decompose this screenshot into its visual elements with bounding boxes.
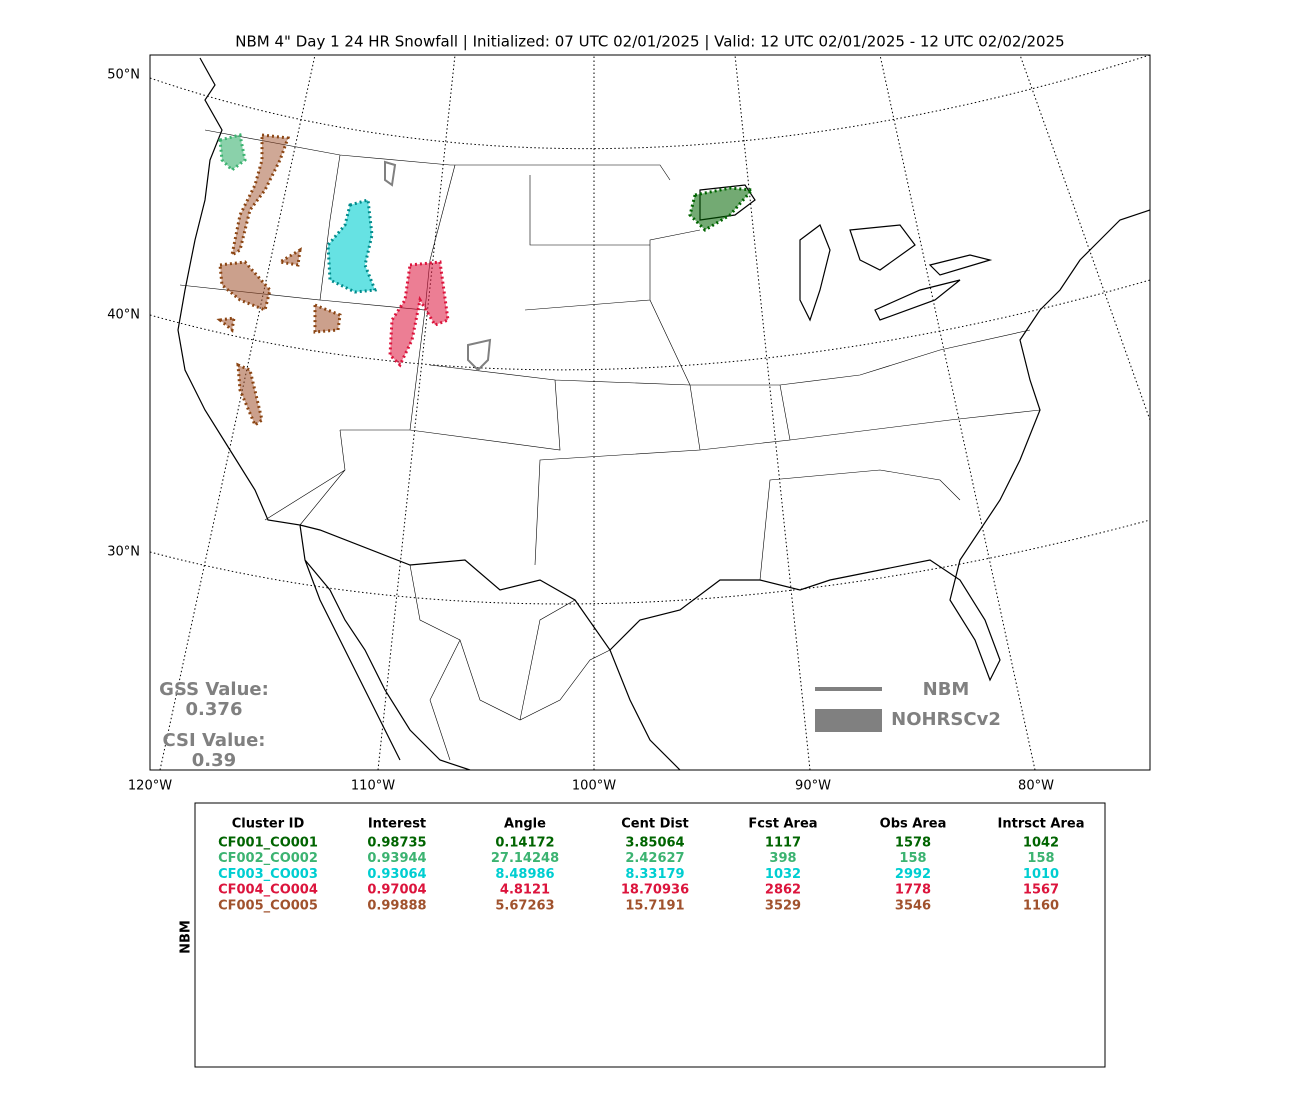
table-cell: 1032 [765,867,801,882]
table-cell: 1578 [895,836,931,851]
table-cell: 1778 [895,883,931,898]
cluster-1 [688,186,756,232]
lon-label: 90°W [795,779,831,794]
graticule [150,55,1150,770]
great-lakes [699,184,993,322]
table-cell: 4.8121 [500,883,550,898]
table-frame [194,802,1106,1068]
mexico-states [409,564,611,761]
column-header: Fcst Area [748,817,817,832]
cluster-5 [229,133,291,259]
coastline [177,57,1150,770]
cluster-3 [326,198,378,294]
table-cell: 1117 [765,836,801,851]
table-cell: CF002_CO002 [218,851,318,866]
map-frame [149,54,1151,771]
table-cell: CF001_CO001 [218,836,318,851]
legend-swatch [815,709,882,732]
lat-label: 40°N [107,308,140,323]
table-cell: 3.85064 [625,836,684,851]
table-cell: 158 [899,851,926,866]
table-cell: 18.70936 [621,883,689,898]
cluster-4 [388,260,450,368]
table-cell: 3546 [895,898,931,913]
table-cell: 1010 [1023,867,1059,882]
table-cell: CF003_CO003 [218,867,318,882]
gss-label: GSS Value: [159,679,269,700]
table-cell: 0.98735 [367,836,426,851]
table-cell: 158 [1027,851,1054,866]
table-cell: 15.7191 [625,898,684,913]
gss-value: 0.376 [186,699,243,720]
table-cell: 0.93944 [367,851,426,866]
table-cell: 8.48986 [495,867,554,882]
table-cell: 2.42627 [625,851,684,866]
column-header: Intrsct Area [998,817,1085,832]
map: 50°N 40°N 30°N 120°W 110°W 100°W 90°W 80°W GSS … [107,54,1151,794]
column-header: Cluster ID [232,817,305,832]
table-cell: 8.33179 [625,867,684,882]
csi-label: CSI Value: [163,730,266,751]
column-header: Angle [504,817,546,832]
table-cell: 2992 [895,867,931,882]
table-cell: 398 [769,851,796,866]
lon-label: 120°W [128,779,172,794]
legend-label: NBM [923,679,970,700]
cluster-2 [218,133,247,172]
snow-objects [216,133,756,428]
legend-label: NOHRSCv2 [891,709,1001,730]
column-header: Obs Area [880,817,947,832]
side-label: NBM [179,920,194,954]
table-cell: 1160 [1023,898,1059,913]
column-header: Interest [368,817,426,832]
stats-table: NBM Cluster ID Interest Angle Cent Dist Fcst… [179,802,1106,1068]
table-cell: 0.14172 [495,836,554,851]
table-cell: 2862 [765,883,801,898]
lat-label: 30°N [107,545,140,560]
lon-label: 110°W [351,779,395,794]
table-cell: 3529 [765,898,801,913]
lat-label: 50°N [107,68,140,83]
geography [150,55,1150,770]
csi-value: 0.39 [192,750,236,771]
table-cell: 1042 [1023,836,1059,851]
title: NBM 4" Day 1 24 HR Snowfall | Initialize… [235,33,1064,51]
lon-label: 80°W [1018,779,1054,794]
table-cell: 0.93064 [367,867,426,882]
table-cell: CF005_CO005 [218,898,318,913]
table-cell: 5.67263 [495,898,554,913]
table-cell: 1567 [1023,883,1059,898]
table-cell: 0.99888 [367,898,426,913]
table-cell: 27.14248 [491,851,559,866]
table-cell: 0.97004 [367,883,426,898]
column-header: Cent Dist [621,817,689,832]
unmatched-nbm [384,160,492,372]
cluster-5-parts [216,247,342,428]
table-cell: CF004_CO004 [218,883,318,898]
lon-label: 100°W [572,779,616,794]
